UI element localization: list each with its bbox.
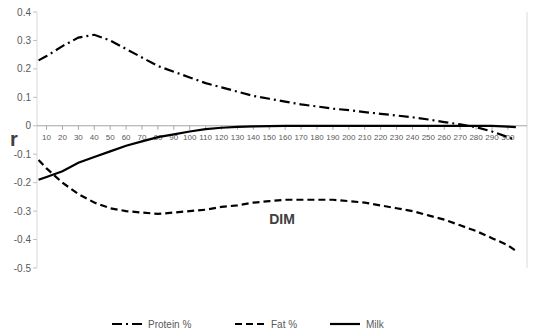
x-tick-label: 210 <box>358 133 372 142</box>
x-tick-label: 280 <box>469 133 483 142</box>
x-tick-label: 180 <box>310 133 324 142</box>
y-tick <box>33 40 37 41</box>
legend-swatch <box>235 323 265 325</box>
x-tick-label: 190 <box>326 133 340 142</box>
x-tick-label: 250 <box>422 133 436 142</box>
y-axis-line <box>37 12 38 268</box>
y-tick-label: -0.3 <box>14 206 32 217</box>
x-axis-title: DIM <box>269 211 295 227</box>
legend-label: Protein % <box>148 319 191 330</box>
x-tick-label: 100 <box>183 133 197 142</box>
chart: -0.5 -0.4 -0.3 -0.2 -0.1 0 0.1 0.2 0.3 0.4 10 20 30 4… <box>0 0 535 336</box>
series-line <box>39 35 516 140</box>
x-tick <box>189 126 190 130</box>
plot-edge <box>527 12 528 268</box>
y-tick <box>33 182 37 183</box>
x-tick-label: 30 <box>74 133 83 142</box>
y-tick <box>33 268 37 269</box>
y-tick-label: -0.2 <box>14 177 32 188</box>
x-tick-label: 300 <box>501 133 515 142</box>
series-line <box>39 160 516 251</box>
x-tick-label: 260 <box>438 133 452 142</box>
y-tick-label: 0 <box>25 120 31 131</box>
x-tick-label: 130 <box>231 133 245 142</box>
x-tick-label: 270 <box>454 133 468 142</box>
x-tick <box>78 126 79 130</box>
y-tick <box>33 12 37 13</box>
series-line <box>39 126 516 180</box>
x-tick <box>142 126 143 130</box>
x-tick <box>62 126 63 130</box>
x-tick-label: 220 <box>374 133 388 142</box>
x-tick-label: 110 <box>199 133 212 142</box>
x-tick <box>110 126 111 130</box>
x-tick <box>157 126 158 130</box>
y-tick-label: -0.1 <box>14 149 32 160</box>
x-tick-label: 40 <box>90 133 99 142</box>
x-tick-label: 120 <box>215 133 229 142</box>
y-tick-label: -0.5 <box>14 263 32 274</box>
y-tick-label: 0.3 <box>17 35 31 46</box>
x-tick <box>94 126 95 130</box>
legend-label: Fat % <box>271 319 297 330</box>
legend: Protein % Fat % Milk <box>112 319 385 330</box>
legend-swatch <box>112 323 142 325</box>
x-tick-label: 50 <box>106 133 115 142</box>
y-tick <box>33 154 37 155</box>
x-tick-label: 240 <box>406 133 420 142</box>
x-tick-label: 200 <box>342 133 356 142</box>
x-tick-label: 140 <box>247 133 261 142</box>
legend-label: Milk <box>366 319 385 330</box>
x-tick-label: 20 <box>58 133 67 142</box>
y-tick-label: 0.2 <box>17 63 31 74</box>
x-tick-label: 170 <box>294 133 308 142</box>
x-tick-label: 150 <box>263 133 277 142</box>
y-tick <box>33 125 37 126</box>
y-tick <box>33 239 37 240</box>
y-tick <box>33 68 37 69</box>
x-tick <box>173 126 174 130</box>
y-tick-label: -0.4 <box>14 234 32 245</box>
y-tick <box>33 211 37 212</box>
x-tick <box>46 126 47 130</box>
y-tick-label: 0.1 <box>17 92 31 103</box>
plot-area <box>39 35 516 251</box>
x-tick-label: 230 <box>390 133 404 142</box>
background <box>0 0 535 336</box>
x-tick <box>126 126 127 130</box>
y-tick-label: 0.4 <box>17 7 31 18</box>
legend-swatch <box>330 323 360 325</box>
x-tick-label: 160 <box>279 133 293 142</box>
x-tick-label: 10 <box>42 133 51 142</box>
y-axis-title: r <box>10 128 18 150</box>
x-tick-label: 60 <box>122 133 131 142</box>
y-tick <box>33 97 37 98</box>
